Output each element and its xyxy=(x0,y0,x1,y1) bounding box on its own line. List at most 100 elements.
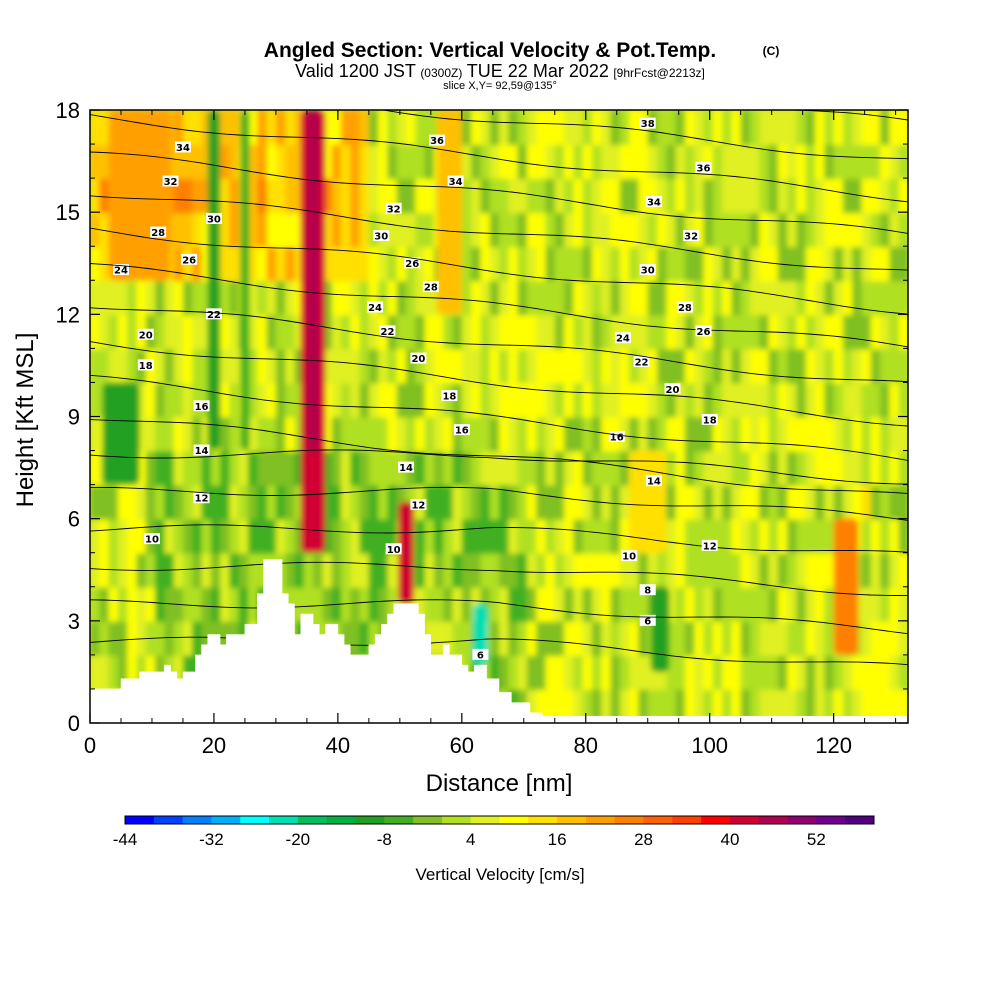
velocity-cell xyxy=(880,484,891,520)
velocity-cell xyxy=(815,586,826,622)
velocity-cell xyxy=(573,178,584,214)
velocity-cell xyxy=(787,212,798,248)
velocity-cell xyxy=(601,212,612,248)
velocity-cell xyxy=(601,688,612,723)
velocity-cell xyxy=(201,246,212,282)
contour-label-bg xyxy=(447,175,464,187)
velocity-cell xyxy=(749,688,761,723)
velocity-cell xyxy=(192,382,203,418)
velocity-cell xyxy=(582,212,593,248)
velocity-cell xyxy=(731,178,742,214)
velocity-cell xyxy=(610,586,621,622)
velocity-cell xyxy=(759,110,770,146)
velocity-cell xyxy=(880,178,891,214)
velocity-cell xyxy=(406,314,417,350)
velocity-cell xyxy=(192,314,203,350)
velocity-cell xyxy=(861,552,872,588)
velocity-cell xyxy=(266,246,277,282)
velocity-cell xyxy=(526,688,538,723)
velocity-cell xyxy=(155,348,166,384)
velocity-cell xyxy=(508,552,519,588)
contour-label: 12 xyxy=(703,541,717,552)
velocity-cell xyxy=(852,484,863,520)
velocity-cell xyxy=(870,246,882,282)
velocity-cell xyxy=(210,484,222,520)
velocity-cell xyxy=(136,280,147,316)
velocity-cell xyxy=(684,348,696,384)
velocity-cell xyxy=(480,484,491,520)
velocity-cell xyxy=(759,586,770,622)
velocity-cell xyxy=(554,246,566,282)
velocity-cell xyxy=(443,416,454,452)
velocity-cell xyxy=(815,178,826,214)
velocity-cell xyxy=(229,144,240,180)
contour-label: 12 xyxy=(195,494,209,505)
velocity-cell xyxy=(619,552,631,588)
velocity-cell xyxy=(182,620,194,656)
y-tick-label: 12 xyxy=(56,302,80,327)
velocity-cell xyxy=(285,178,296,214)
velocity-cell xyxy=(582,110,593,146)
velocity-cell xyxy=(889,586,900,622)
velocity-cell xyxy=(610,620,621,656)
velocity-cell xyxy=(684,450,696,486)
velocity-cell xyxy=(610,552,621,588)
velocity-cell xyxy=(322,314,333,350)
velocity-cell xyxy=(629,178,640,214)
velocity-cell xyxy=(870,688,882,723)
velocity-cell xyxy=(722,280,733,316)
velocity-cell xyxy=(768,654,779,690)
velocity-cell xyxy=(815,110,826,146)
velocity-cell xyxy=(573,552,584,588)
velocity-cell xyxy=(201,314,212,350)
velocity-cell xyxy=(749,144,761,180)
velocity-cell xyxy=(331,246,342,282)
colorbar-swatch xyxy=(787,816,817,824)
velocity-cell xyxy=(731,518,742,554)
velocity-cell xyxy=(870,110,882,146)
velocity-cell xyxy=(777,416,789,452)
velocity-cell xyxy=(731,552,742,588)
velocity-cell xyxy=(220,178,231,214)
velocity-cell xyxy=(424,246,435,282)
velocity-cell xyxy=(90,212,101,248)
velocity-cell xyxy=(257,178,268,214)
velocity-cell xyxy=(554,144,566,180)
velocity-cell xyxy=(787,382,798,418)
velocity-cell xyxy=(257,280,268,316)
velocity-cell xyxy=(275,382,287,418)
velocity-cell xyxy=(443,348,454,384)
velocity-cell xyxy=(471,586,482,622)
contour-label-bg xyxy=(664,383,681,395)
velocity-cell xyxy=(619,212,631,248)
velocity-cell xyxy=(415,348,426,384)
colorbar-swatch xyxy=(297,816,328,824)
velocity-cell xyxy=(257,518,268,554)
velocity-cell xyxy=(415,518,426,554)
velocity-cell xyxy=(582,518,593,554)
velocity-cell xyxy=(591,280,603,316)
velocity-cell xyxy=(898,144,908,180)
velocity-cell xyxy=(749,110,761,146)
velocity-cell xyxy=(480,518,491,554)
velocity-cell xyxy=(322,416,333,452)
velocity-cell xyxy=(749,518,761,554)
velocity-cell xyxy=(248,246,259,282)
velocity-cell xyxy=(508,450,519,486)
velocity-cell xyxy=(712,212,724,248)
velocity-cell xyxy=(461,314,473,350)
velocity-cell xyxy=(517,314,528,350)
velocity-cell xyxy=(647,382,659,418)
velocity-cell xyxy=(787,450,798,486)
velocity-cell xyxy=(545,586,556,622)
velocity-cell xyxy=(155,518,166,554)
velocity-cell xyxy=(675,314,686,350)
velocity-cell xyxy=(127,518,138,554)
velocity-cell xyxy=(712,654,724,690)
velocity-cell xyxy=(266,280,277,316)
velocity-cell xyxy=(898,178,908,214)
contour-label: 28 xyxy=(424,283,438,294)
velocity-cell xyxy=(406,212,417,248)
velocity-cell xyxy=(443,518,454,554)
velocity-cell xyxy=(610,484,621,520)
